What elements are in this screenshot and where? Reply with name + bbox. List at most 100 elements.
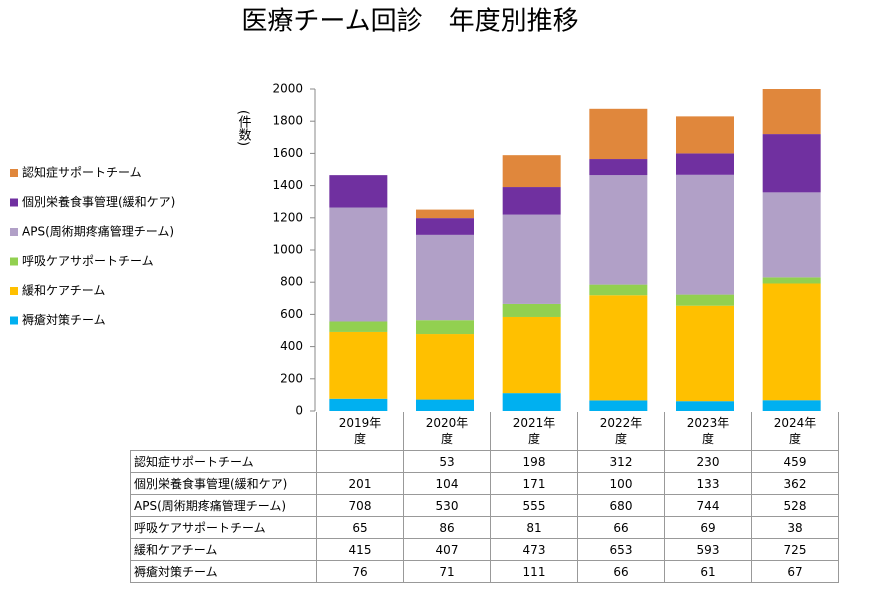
value-cell: 230 bbox=[664, 450, 752, 473]
value-cell: 530 bbox=[403, 494, 491, 517]
y-tick-label: 1200 bbox=[272, 210, 303, 224]
bar-segment bbox=[416, 320, 474, 335]
x-tick-label: 2020年度 bbox=[425, 416, 469, 446]
legend-swatch bbox=[10, 198, 18, 207]
legend-swatch bbox=[10, 316, 18, 325]
bar-segment bbox=[762, 192, 821, 278]
bar-segment bbox=[502, 316, 561, 394]
x-tick-label: 2019年度 bbox=[338, 416, 382, 446]
value-cell: 459 bbox=[751, 450, 839, 473]
bar-segment bbox=[416, 399, 474, 411]
bar-segment bbox=[329, 207, 388, 322]
bar-segment bbox=[762, 134, 821, 193]
bar-segment bbox=[762, 89, 821, 135]
data-table: 2019年度 2020年度 2021年度 2022年度 2023年度 2024年度認知症サ… bbox=[130, 412, 839, 583]
bar-segment bbox=[589, 400, 648, 411]
value-cell: 53 bbox=[403, 450, 491, 473]
value-cell: 725 bbox=[751, 538, 839, 561]
value-cell: 593 bbox=[664, 538, 752, 561]
value-cell: 104 bbox=[403, 472, 491, 495]
y-tick-label: 1000 bbox=[272, 243, 303, 257]
bar-segment bbox=[762, 283, 821, 401]
table-row: 褥瘡対策チーム 76 71 111 66 61 67 bbox=[130, 560, 839, 583]
bar-segment bbox=[329, 175, 388, 208]
bar-segment bbox=[416, 234, 474, 321]
bar-segment bbox=[762, 400, 821, 411]
row-label: APS(周術期疼痛管理チーム) bbox=[130, 494, 317, 517]
value-cell: 708 bbox=[316, 494, 404, 517]
category-cell: 2024年度 bbox=[751, 412, 839, 451]
table-row: APS(周術期疼痛管理チーム) 708 530 555 680 744 528 bbox=[130, 494, 839, 517]
bar-segment bbox=[329, 321, 388, 332]
value-cell: 415 bbox=[316, 538, 404, 561]
x-tick-label: 2022年度 bbox=[599, 416, 643, 446]
value-cell: 680 bbox=[577, 494, 665, 517]
value-cell: 86 bbox=[403, 516, 491, 539]
table-row: 個別栄養食事管理(緩和ケア) 201 104 171 100 133 362 bbox=[130, 472, 839, 495]
y-tick-label: 1800 bbox=[272, 114, 303, 128]
value-cell: 66 bbox=[577, 560, 665, 583]
value-cell: 312 bbox=[577, 450, 665, 473]
table-row: 呼吸ケアサポートチーム 65 86 81 66 69 38 bbox=[130, 516, 839, 539]
category-cell: 2022年度 bbox=[577, 412, 665, 451]
y-axis-label: (件数) bbox=[236, 110, 252, 146]
legend-label: 個別栄養食事管理(緩和ケア) bbox=[22, 194, 175, 209]
bar-segment bbox=[589, 295, 648, 401]
table-row: 認知症サポートチーム 53 198 312 230 459 bbox=[130, 450, 839, 473]
value-cell: 61 bbox=[664, 560, 752, 583]
category-cell: 2019年度 bbox=[316, 412, 404, 451]
y-tick-label: 200 bbox=[280, 371, 303, 385]
legend-label: 緩和ケアチーム bbox=[22, 284, 105, 298]
bar-segment bbox=[416, 209, 474, 219]
legend-label: 認知症サポートチーム bbox=[22, 165, 142, 180]
bar-segment bbox=[676, 116, 734, 154]
legend-label: 呼吸ケアサポートチーム bbox=[22, 254, 154, 268]
value-cell: 66 bbox=[577, 516, 665, 539]
category-cell: 2020年度 bbox=[403, 412, 491, 451]
bar-segment bbox=[502, 303, 561, 317]
value-cell: 81 bbox=[490, 516, 578, 539]
bar-segment bbox=[502, 214, 561, 304]
y-tick-label: 400 bbox=[280, 339, 303, 353]
value-cell: 67 bbox=[751, 560, 839, 583]
bar-segment bbox=[329, 331, 388, 399]
bar-segment bbox=[416, 334, 474, 400]
legend-swatch bbox=[10, 228, 18, 236]
bar-segment bbox=[676, 153, 734, 175]
y-tick-label: 1600 bbox=[272, 146, 303, 160]
row-label: 褥瘡対策チーム bbox=[130, 560, 317, 583]
bar-segment bbox=[502, 187, 561, 215]
value-cell: 407 bbox=[403, 538, 491, 561]
bar-segment bbox=[589, 175, 648, 285]
value-cell: 555 bbox=[490, 494, 578, 517]
x-tick-label: 2024年度 bbox=[773, 416, 817, 446]
y-tick-label: 1400 bbox=[272, 178, 303, 192]
legend-swatch bbox=[10, 169, 18, 177]
row-label: 呼吸ケアサポートチーム bbox=[130, 516, 317, 539]
bar-segment bbox=[502, 393, 561, 411]
legend-swatch bbox=[10, 287, 18, 295]
bar-segment bbox=[416, 218, 474, 235]
value-cell: 362 bbox=[751, 472, 839, 495]
value-cell: 38 bbox=[751, 516, 839, 539]
legend-label: APS(周術期疼痛管理チーム) bbox=[22, 224, 174, 239]
y-tick-label: 800 bbox=[280, 275, 303, 289]
legend-swatch bbox=[10, 257, 18, 266]
value-cell: 133 bbox=[664, 472, 752, 495]
value-cell: 111 bbox=[490, 560, 578, 583]
value-cell: 198 bbox=[490, 450, 578, 473]
bar-segment bbox=[502, 155, 561, 188]
bar-segment bbox=[676, 305, 734, 402]
bar-segment bbox=[329, 398, 388, 411]
bar-segment bbox=[676, 401, 734, 411]
x-tick-label: 2023年度 bbox=[686, 416, 730, 446]
row-label: 個別栄養食事管理(緩和ケア) bbox=[130, 472, 317, 495]
table-row: 緩和ケアチーム 415 407 473 653 593 725 bbox=[130, 538, 839, 561]
chart-title: 医療チーム回診 年度別推移 bbox=[241, 7, 578, 37]
bar-segment bbox=[762, 277, 821, 284]
value-cell: 100 bbox=[577, 472, 665, 495]
value-cell: 76 bbox=[316, 560, 404, 583]
x-tick-label: 2021年度 bbox=[512, 416, 556, 446]
